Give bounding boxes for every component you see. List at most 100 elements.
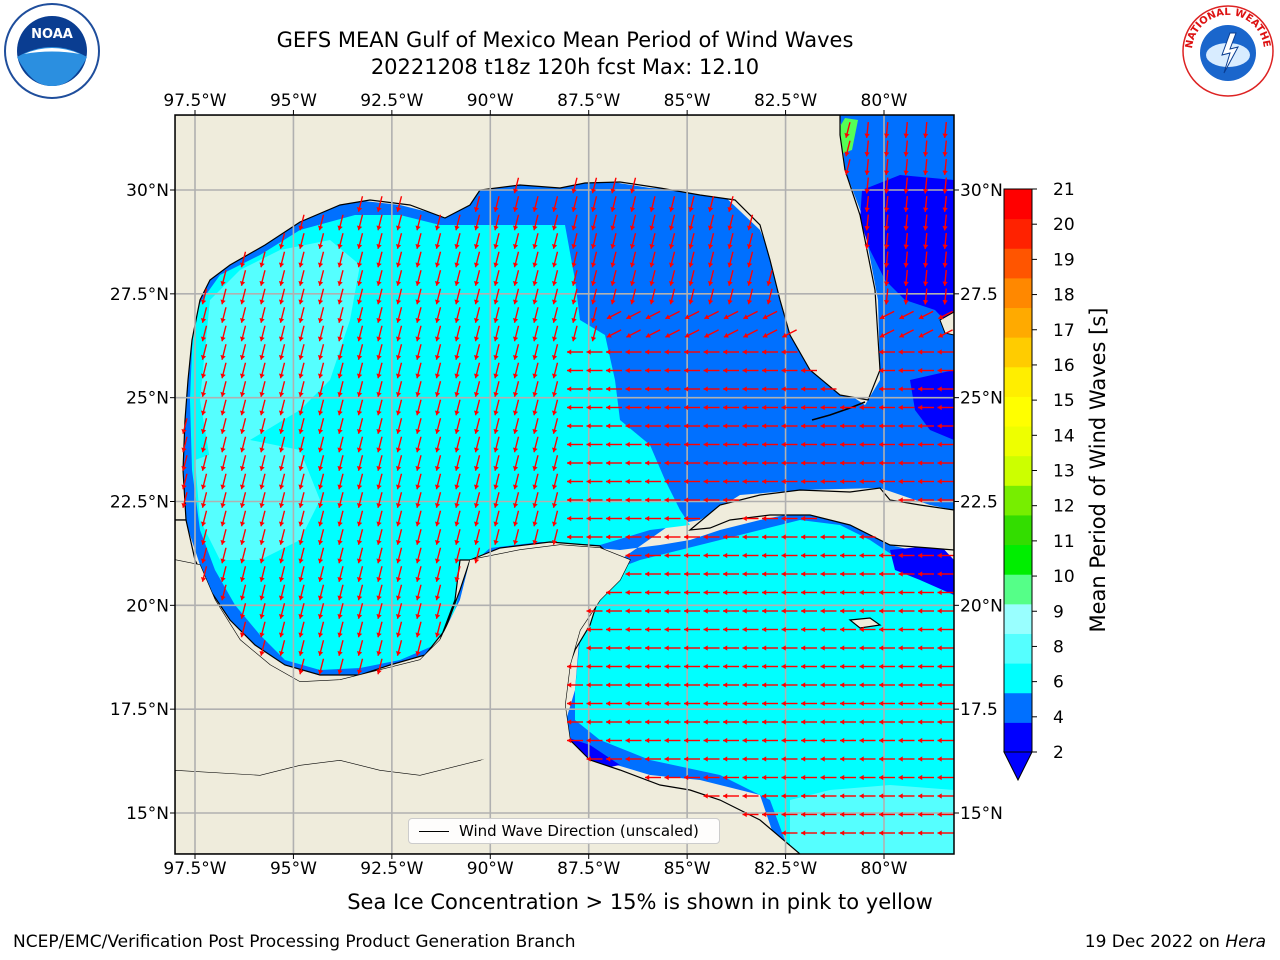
wind-wave-arrow: [571, 288, 578, 305]
wind-wave-arrow: [937, 737, 954, 744]
wind-wave-arrow: [859, 460, 876, 466]
wind-wave-arrow: [376, 455, 383, 471]
wind-wave-arrow: [859, 663, 876, 670]
wind-wave-arrow: [883, 251, 890, 268]
wind-wave-arrow: [356, 510, 364, 527]
wind-wave-arrow: [259, 362, 266, 379]
wind-wave-arrow: [645, 756, 661, 762]
wind-wave-arrow: [762, 700, 778, 707]
wind-wave-arrow: [859, 737, 876, 744]
wind-wave-arrow: [434, 584, 442, 601]
wind-wave-arrow: [820, 737, 837, 744]
wind-wave-arrow: [801, 404, 817, 411]
wind-wave-arrow: [586, 682, 603, 688]
wind-wave-arrow: [664, 423, 681, 429]
wind-wave-arrow: [898, 404, 915, 411]
wind-wave-arrow: [762, 552, 778, 559]
wind-wave-arrow: [840, 663, 856, 670]
wind-wave-arrow: [278, 307, 286, 323]
wind-wave-arrow: [551, 196, 559, 212]
wind-wave-arrow: [723, 310, 739, 320]
wind-wave-arrow: [801, 515, 817, 522]
wind-wave-arrow: [723, 423, 739, 429]
wind-wave-arrow: [493, 214, 500, 231]
wind-wave-arrow: [864, 232, 870, 250]
colorbar-segment: [1004, 514, 1032, 546]
wind-wave-arrow: [395, 307, 403, 323]
wind-wave-arrow: [415, 547, 422, 564]
colorbar-segment: [1004, 633, 1032, 664]
wind-wave-arrow: [278, 640, 286, 656]
wind-wave-arrow: [337, 547, 344, 564]
wind-wave-arrow: [937, 552, 954, 559]
wind-wave-arrow: [415, 584, 422, 601]
wind-wave-arrow: [879, 645, 895, 651]
wind-wave-arrow: [239, 362, 247, 379]
wind-wave-arrow: [922, 121, 929, 139]
wind-wave-arrow: [762, 441, 778, 448]
wind-wave-arrow: [567, 515, 583, 522]
wind-wave-arrow: [820, 811, 837, 818]
wind-wave-arrow: [493, 288, 500, 305]
wind-wave-arrow: [473, 492, 481, 508]
wind-wave-arrow: [723, 478, 739, 485]
wind-wave-arrow: [395, 529, 403, 545]
colorbar-tick-label: 18: [1053, 286, 1075, 306]
wind-wave-arrow: [937, 645, 954, 651]
wind-wave-arrow: [942, 232, 948, 250]
wind-wave-arrow: [645, 552, 661, 559]
axis-ticks: 97.5°W 97.5°W 95°W 95°W 92.5°W 92.5°W 90°W 90°W…: [110, 91, 1003, 879]
wind-wave-arrow: [395, 251, 403, 268]
wind-wave-arrow: [899, 329, 914, 338]
wind-wave-arrow: [586, 608, 603, 614]
wind-wave-arrow: [298, 270, 305, 286]
wind-wave-arrow: [415, 473, 422, 490]
wind-wave-arrow: [820, 626, 837, 633]
wind-wave-arrow: [840, 404, 856, 411]
wind-wave-arrow: [937, 571, 954, 577]
wind-wave-arrow: [703, 682, 720, 688]
wind-wave-arrow: [859, 478, 876, 485]
wind-wave-arrow: [415, 251, 422, 268]
colorbar-tick-label: 12: [1053, 497, 1075, 517]
wind-wave-arrow: [220, 510, 227, 527]
wind-wave-arrow: [801, 682, 817, 688]
wind-wave-arrow: [762, 310, 778, 320]
wind-wave-arrow: [512, 307, 520, 323]
wind-wave-arrow: [532, 399, 539, 416]
wind-wave-arrow: [376, 214, 383, 231]
wind-wave-arrow: [551, 529, 559, 545]
wind-wave-arrow: [918, 386, 934, 392]
wind-wave-arrow: [879, 589, 895, 596]
wind-wave-arrow: [454, 492, 461, 508]
wind-wave-arrow: [703, 774, 720, 781]
wind-wave-arrow: [840, 441, 856, 448]
wind-wave-arrow: [859, 682, 876, 688]
wind-wave-arrow: [898, 478, 915, 485]
wind-wave-arrow: [181, 455, 188, 471]
wind-wave-arrow: [762, 386, 778, 392]
wind-wave-arrow: [337, 658, 344, 675]
wind-wave-arrow: [625, 515, 642, 522]
wind-wave-arrow: [415, 640, 422, 656]
wind-wave-arrow: [532, 418, 539, 434]
wind-wave-arrow: [664, 515, 681, 522]
wind-wave-arrow: [454, 529, 461, 545]
wind-wave-arrow: [220, 325, 227, 342]
wind-wave-arrow: [567, 700, 583, 707]
wind-wave-arrow: [879, 756, 895, 762]
wind-wave-arrow: [395, 566, 403, 582]
wind-wave-arrow: [703, 756, 720, 762]
wind-wave-arrow: [571, 177, 578, 194]
wind-wave-arrow: [356, 344, 364, 360]
wind-wave-arrow: [645, 700, 661, 707]
wind-wave-arrow: [903, 269, 909, 287]
wind-wave-arrow: [454, 214, 461, 231]
wind-wave-arrow: [200, 344, 208, 360]
wind-wave-arrow: [551, 455, 559, 471]
wind-wave-arrow: [356, 436, 364, 453]
colorbar-segment: [1004, 485, 1032, 516]
wind-wave-arrow: [626, 310, 641, 320]
wind-wave-arrow: [220, 529, 227, 545]
wind-wave-arrow: [879, 404, 895, 411]
